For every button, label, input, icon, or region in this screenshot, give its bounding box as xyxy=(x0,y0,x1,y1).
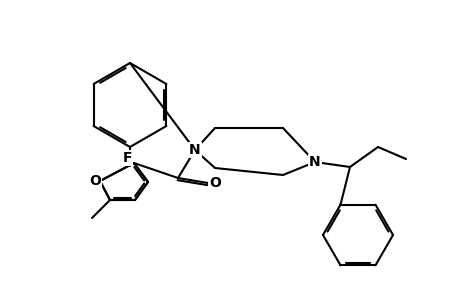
Text: F: F xyxy=(123,151,133,165)
Text: O: O xyxy=(89,174,101,188)
Text: N: N xyxy=(308,155,320,169)
Text: O: O xyxy=(208,176,220,190)
Text: N: N xyxy=(189,143,201,157)
